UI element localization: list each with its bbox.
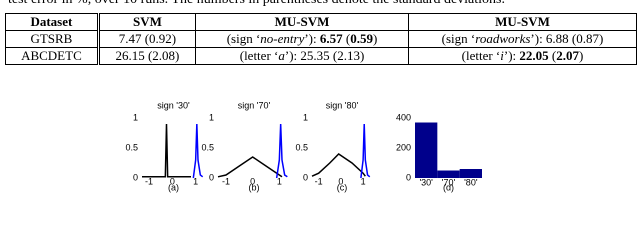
- y-tick-label: 1: [209, 112, 214, 122]
- cell-text: 26.15 (2.08): [115, 48, 180, 63]
- cell-text: 2.07: [556, 48, 580, 63]
- cell-text: roadworks: [475, 31, 531, 46]
- y-tick-label: 200: [396, 142, 411, 152]
- x-tick-label: 0: [170, 176, 175, 186]
- caption: test error in %, over 10 runs. The numbe…: [8, 0, 505, 8]
- y-tick-label: 0: [209, 172, 214, 182]
- cell-text: ’): 6.88 (0.87): [530, 31, 604, 46]
- table-row: ABCDETC 26.15 (2.08) (letter ‘a’): 25.35 (…: [5, 47, 637, 65]
- cell-text: ’):: [304, 31, 320, 46]
- table-cell: GTSRB: [5, 30, 100, 48]
- panel-label: (b): [249, 182, 260, 192]
- cell-text: ): [372, 31, 378, 46]
- cell-text: a: [278, 48, 285, 63]
- x-tick-label: 1: [193, 176, 198, 186]
- cell-text: i: [500, 48, 504, 63]
- y-tick-label: 0.5: [201, 142, 214, 152]
- line-series: [192, 123, 204, 179]
- x-tick-label: '30': [419, 177, 433, 187]
- cell-text: GTSRB: [30, 31, 73, 46]
- cell-text: ): [579, 48, 584, 63]
- header-cell: MU-SVM: [408, 13, 637, 31]
- y-tick-label: 400: [396, 112, 411, 122]
- cell-text: (sign ‘: [441, 31, 476, 46]
- line-series: [217, 156, 283, 178]
- x-tick-label: '70': [442, 177, 456, 187]
- cell-text: (letter ‘: [461, 48, 501, 63]
- table-cell: ABCDETC: [5, 47, 100, 65]
- table-cell: (letter ‘i’): 22.05 (2.07): [408, 47, 637, 65]
- header-row: Dataset SVM MU-SVM MU-SVM: [5, 13, 637, 31]
- panel-label: (d): [443, 182, 454, 192]
- table-cell: (letter ‘a’): 25.35 (2.13): [195, 47, 410, 65]
- x-tick-label: 0: [338, 176, 343, 186]
- chart-title: sign '80': [326, 100, 359, 110]
- cell-text: no-entry: [260, 31, 305, 46]
- line-series: [275, 123, 288, 179]
- y-tick-label: 0.5: [125, 142, 138, 152]
- x-tick-label: 1: [361, 176, 366, 186]
- cell-text: 7.47 (0.92): [118, 31, 177, 46]
- page: test error in %, over 10 runs. The numbe…: [5, 0, 637, 193]
- line-series: [360, 123, 371, 179]
- cell-text: 0.59: [350, 31, 373, 46]
- y-tick-label: 0.5: [295, 142, 308, 152]
- x-tick-label: '80': [464, 177, 478, 187]
- cell-text: ’): 25.35 (2.13): [284, 48, 365, 63]
- panel-label: (c): [337, 182, 348, 192]
- y-tick-label: 0: [303, 172, 308, 182]
- cell-text: 22.05: [519, 48, 549, 63]
- y-tick-label: 1: [303, 112, 308, 122]
- panel-label: (a): [168, 182, 179, 192]
- x-tick-label: 1: [277, 176, 282, 186]
- chart-title: sign '30': [157, 100, 190, 110]
- cell-text: ’):: [503, 48, 520, 63]
- table-cell: (sign ‘no-entry’): 6.57 (0.59): [195, 30, 410, 48]
- cell-text: ABCDETC: [21, 48, 82, 63]
- table-cell: 26.15 (2.08): [97, 47, 197, 65]
- bar: [437, 170, 460, 178]
- cell-text: (: [548, 48, 557, 63]
- results-table: Dataset SVM MU-SVM MU-SVM GTSRB 7.47 (0.92) (…: [5, 13, 637, 65]
- cell-text: (sign ‘: [226, 31, 261, 46]
- header-cell: SVM: [97, 13, 197, 31]
- cell-text: 6.57: [319, 31, 343, 46]
- cell-text: (letter ‘: [239, 48, 279, 63]
- bar: [415, 122, 438, 178]
- y-tick-label: 1: [133, 112, 138, 122]
- header-cell: MU-SVM: [195, 13, 410, 31]
- line-series: [142, 123, 191, 178]
- cell-text: (: [342, 31, 351, 46]
- line-series: [311, 153, 366, 177]
- x-tick-label: -1: [222, 176, 230, 186]
- table-body: GTSRB 7.47 (0.92) (sign ‘no-entry’): 6.57 …: [5, 30, 637, 65]
- y-tick-label: 0: [133, 172, 138, 182]
- x-tick-label: -1: [145, 176, 153, 186]
- y-tick-label: 0: [406, 172, 411, 182]
- bar: [459, 169, 482, 178]
- x-tick-label: -1: [315, 176, 323, 186]
- chart-title: sign '70': [238, 100, 271, 110]
- x-tick-label: 0: [250, 176, 255, 186]
